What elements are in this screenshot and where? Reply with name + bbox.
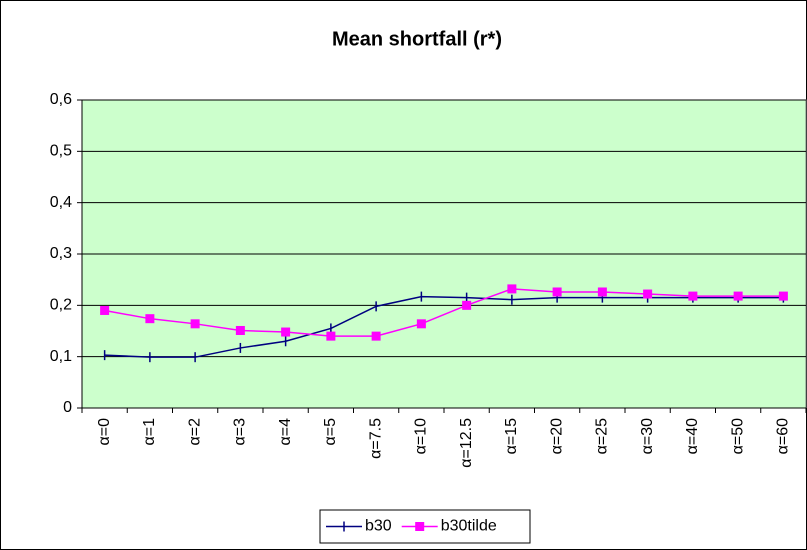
data-point (235, 325, 245, 335)
data-point (462, 300, 472, 310)
series-line (104, 295, 784, 358)
data-point (688, 291, 698, 301)
x-tick-label: α=1 (141, 418, 158, 446)
series-line (104, 288, 784, 337)
data-point (190, 319, 200, 329)
x-tick-label: α=10 (413, 418, 430, 454)
x-tick-label: α=7.5 (367, 418, 384, 459)
legend-marker (415, 522, 425, 531)
y-tick-label: 0,3 (50, 245, 72, 262)
data-point (643, 289, 653, 299)
y-tick-label: 0,4 (50, 194, 72, 211)
data-point (733, 291, 743, 301)
x-tick-label: α=0 (96, 418, 113, 446)
data-point (416, 319, 426, 329)
chart-title: Mean shortfall (r*) (332, 28, 502, 50)
data-point (326, 331, 336, 341)
x-tick-label: α=50 (729, 418, 746, 454)
data-point (597, 287, 607, 297)
data-point (100, 305, 110, 315)
data-point (281, 327, 291, 337)
x-tick-label: α=2 (186, 418, 203, 446)
x-tick-label: α=25 (594, 418, 611, 454)
y-tick-label: 0 (63, 399, 72, 416)
x-tick-label: α=5 (322, 418, 339, 446)
data-point (145, 314, 155, 324)
legend-label: b30 (365, 518, 392, 535)
x-tick-label: α=15 (503, 418, 520, 454)
x-tick-label: α=30 (639, 418, 656, 454)
x-tick-label: α=20 (548, 418, 565, 454)
y-tick-label: 0,6 (50, 91, 72, 108)
data-point (552, 287, 562, 297)
x-tick-label: α=3 (232, 418, 249, 446)
data-point (507, 284, 517, 294)
y-tick-label: 0,2 (50, 297, 72, 314)
data-point (371, 331, 381, 341)
x-tick-label: α=4 (277, 418, 294, 446)
y-tick-label: 0,5 (50, 143, 72, 160)
x-tick-label: α=40 (684, 418, 701, 454)
x-tick-label: α=12.5 (458, 418, 475, 468)
legend-label: b30tilde (441, 518, 497, 535)
data-point (778, 291, 788, 301)
x-tick-label: α=60 (775, 418, 792, 454)
y-tick-label: 0,1 (50, 348, 72, 365)
